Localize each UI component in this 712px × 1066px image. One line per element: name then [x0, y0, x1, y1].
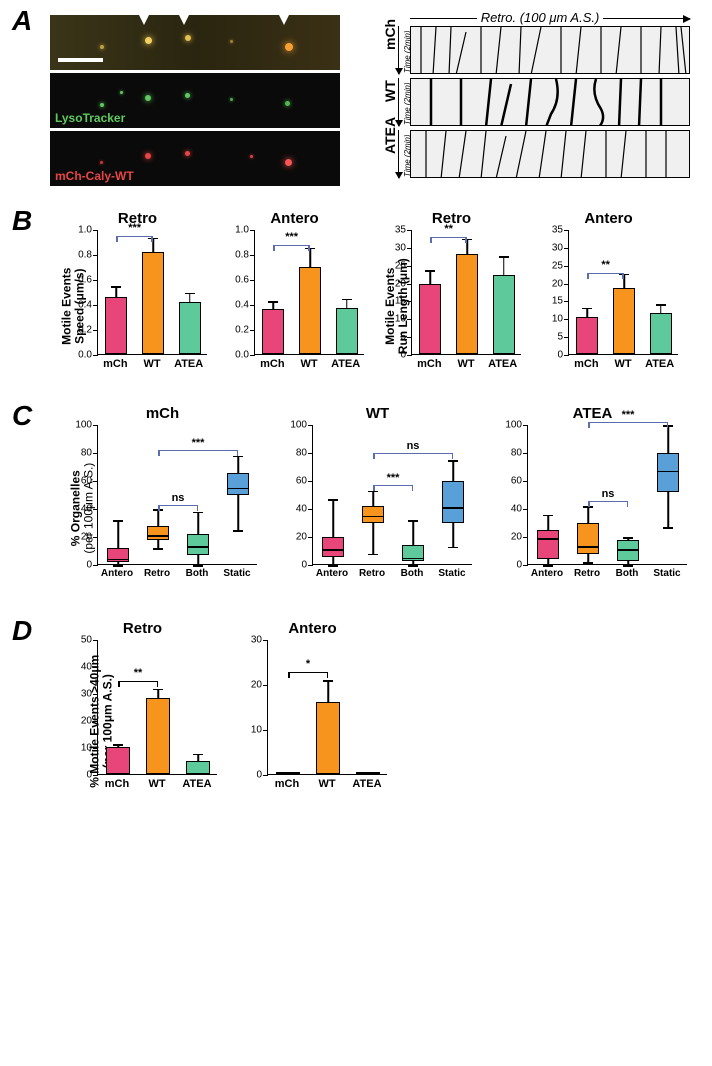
bar	[142, 252, 164, 355]
box	[107, 548, 129, 562]
bar	[356, 772, 380, 774]
bar	[613, 288, 635, 354]
bar	[105, 297, 127, 355]
micrograph: mCh-Caly-WT	[50, 131, 340, 186]
bar	[419, 284, 441, 354]
bar	[186, 761, 210, 775]
box	[322, 537, 344, 557]
bar	[493, 275, 515, 354]
box	[617, 540, 639, 561]
bar	[262, 309, 284, 354]
bar	[650, 313, 672, 354]
box	[537, 530, 559, 559]
kymograph	[410, 78, 690, 126]
bar	[576, 317, 598, 355]
bar	[316, 702, 340, 774]
box	[187, 534, 209, 555]
bar	[456, 254, 478, 354]
bar	[336, 308, 358, 354]
bar	[106, 747, 130, 774]
box	[362, 506, 384, 523]
box	[657, 453, 679, 492]
box	[147, 526, 169, 540]
box	[227, 473, 249, 495]
bar	[299, 267, 321, 355]
box	[577, 523, 599, 554]
kymograph	[410, 130, 690, 178]
bar	[179, 302, 201, 355]
bar	[146, 698, 170, 774]
kymograph	[410, 26, 690, 74]
micrograph: LysoTracker	[50, 73, 340, 128]
box	[402, 545, 424, 560]
bar	[276, 772, 300, 774]
micrograph	[50, 15, 340, 70]
box	[442, 481, 464, 523]
